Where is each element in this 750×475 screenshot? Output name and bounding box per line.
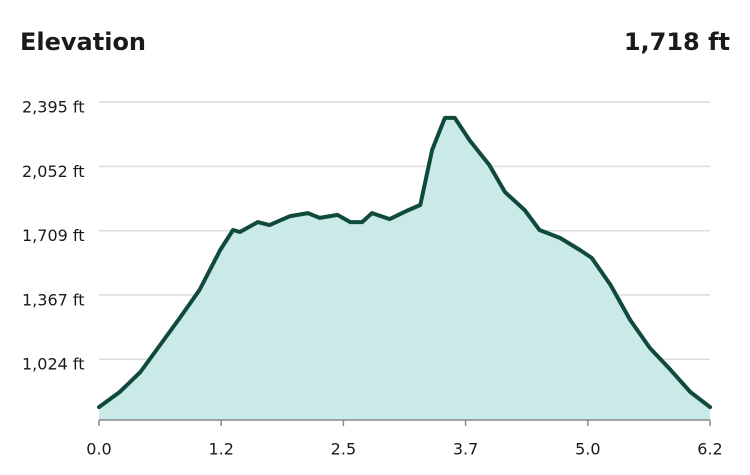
x-tick-label: 0.0 [86,440,111,459]
elevation-area [99,117,710,421]
x-tick-label: 2.5 [331,440,356,459]
chart-title: Elevation [20,28,146,56]
x-tick-label: 5.0 [575,440,600,459]
y-tick-label: 1,709 ft [22,226,85,245]
x-tick-label: 3.7 [453,440,478,459]
y-tick-label: 2,395 ft [22,98,85,117]
current-elevation: 1,718 ft [624,28,730,56]
y-tick-label: 2,052 ft [22,162,85,181]
y-tick-label: 1,367 ft [22,290,85,309]
x-tick-label: 6.2 [697,440,722,459]
x-tick-label: 1.2 [208,440,233,459]
y-tick-label: 1,024 ft [22,355,85,374]
elevation-line [97,115,712,410]
